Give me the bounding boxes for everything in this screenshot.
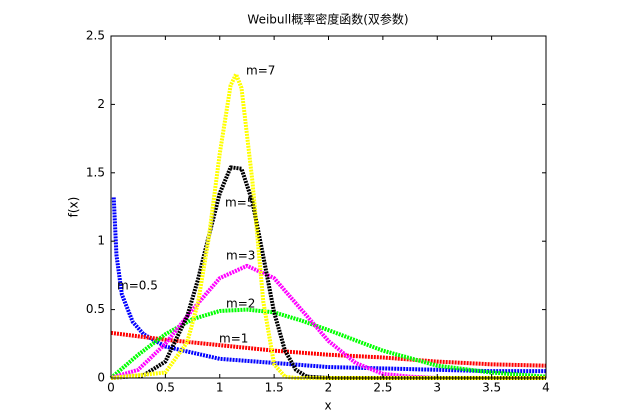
series-line xyxy=(110,165,546,380)
series-line xyxy=(110,330,547,368)
x-tick-label: 0 xyxy=(107,381,115,395)
x-axis-label: x xyxy=(324,399,331,413)
series-label: m=7 xyxy=(246,64,275,78)
x-tick-label: 1.5 xyxy=(265,381,284,395)
series-line xyxy=(110,72,546,380)
series-label: m=0.5 xyxy=(117,279,158,293)
x-tick-label: 3 xyxy=(433,381,441,395)
y-tick-label: 0 xyxy=(97,371,105,385)
y-tick-label: 2.5 xyxy=(86,29,105,43)
y-tick-label: 1 xyxy=(97,234,105,248)
series-label: m=2 xyxy=(226,297,255,311)
x-tick-label: 0.5 xyxy=(156,381,175,395)
x-tick-label: 2.5 xyxy=(373,381,392,395)
series-label: m=5 xyxy=(225,196,254,210)
x-tick-label: 1 xyxy=(216,381,224,395)
y-axis-label: f(x) xyxy=(67,197,81,218)
y-tick-label: 2 xyxy=(97,97,105,111)
x-tick-label: 4 xyxy=(542,381,550,395)
x-tick-label: 3.5 xyxy=(482,381,501,395)
y-tick-label: 1.5 xyxy=(86,165,105,179)
series-label: m=3 xyxy=(226,249,255,263)
x-tick-label: 2 xyxy=(325,381,333,395)
series-line xyxy=(111,197,546,374)
y-tick-label: 0.5 xyxy=(86,302,105,316)
chart-title: Weibull概率密度函数(双参数) xyxy=(247,12,408,27)
series-label: m=1 xyxy=(219,332,248,346)
series-line xyxy=(109,307,547,380)
